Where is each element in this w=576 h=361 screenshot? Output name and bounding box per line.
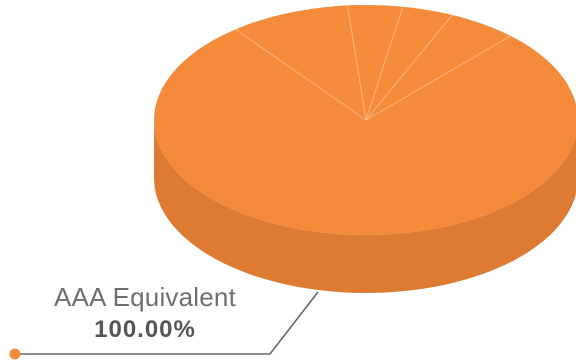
leader-line xyxy=(15,291,319,355)
pie-slice-seams xyxy=(235,5,511,121)
pie-slice-seam-2 xyxy=(365,6,404,121)
pie-slice-side xyxy=(154,120,576,293)
pie-slice-seam-0 xyxy=(235,28,367,121)
pie-slice-seam-1 xyxy=(347,5,367,121)
pie-slice-seam-4 xyxy=(365,35,511,121)
slice-value: 100.00% xyxy=(94,315,196,343)
pie-slice-seam-3 xyxy=(365,14,453,121)
slice-name: AAA Equivalent xyxy=(53,282,237,312)
leader-dot xyxy=(9,348,21,360)
pie-slice-aaa-equivalent xyxy=(154,5,576,235)
slice-label: AAA Equivalent 100.00% xyxy=(20,283,270,343)
